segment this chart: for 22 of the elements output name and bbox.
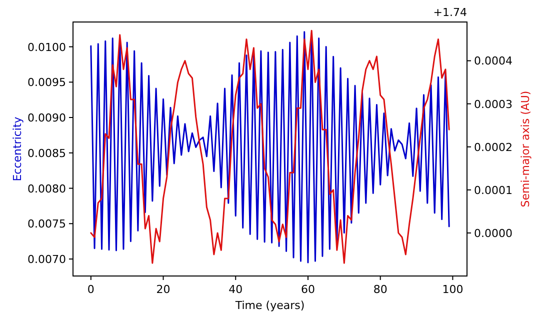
x-tick-label: 80 bbox=[373, 283, 388, 296]
x-tick-label: 40 bbox=[228, 283, 243, 296]
x-tick-label: 0 bbox=[87, 283, 94, 296]
y-tick-label: 0.0080 bbox=[28, 182, 66, 196]
y2-tick-label: 0.0000 bbox=[474, 226, 512, 240]
y2-tick-label: 0.0004 bbox=[474, 54, 512, 68]
y2-tick-label: 0.0001 bbox=[474, 184, 512, 197]
y-tick-label: 0.0090 bbox=[28, 112, 66, 125]
x-axis-title: Time (years) bbox=[234, 299, 305, 312]
text: +1.74 bbox=[433, 6, 467, 19]
y-tick-label: 0.0070 bbox=[28, 253, 66, 266]
y2-axis-title: Semi-major axis (AU) bbox=[519, 90, 532, 208]
x-tick-label: 20 bbox=[156, 283, 170, 296]
y-tick-label: 0.0075 bbox=[28, 218, 66, 231]
y2-tick-label: 0.0002 bbox=[474, 140, 512, 154]
y-tick-label: 0.0085 bbox=[28, 146, 66, 160]
y2-tick-label: 0.0003 bbox=[474, 98, 512, 111]
x-tick-label: 100 bbox=[442, 283, 464, 296]
y-axis-title: Eccentricity bbox=[11, 116, 24, 182]
y-tick-label: 0.0100 bbox=[28, 40, 66, 54]
y-tick-label: 0.0095 bbox=[28, 76, 66, 90]
x-tick-label: 60 bbox=[300, 283, 315, 296]
